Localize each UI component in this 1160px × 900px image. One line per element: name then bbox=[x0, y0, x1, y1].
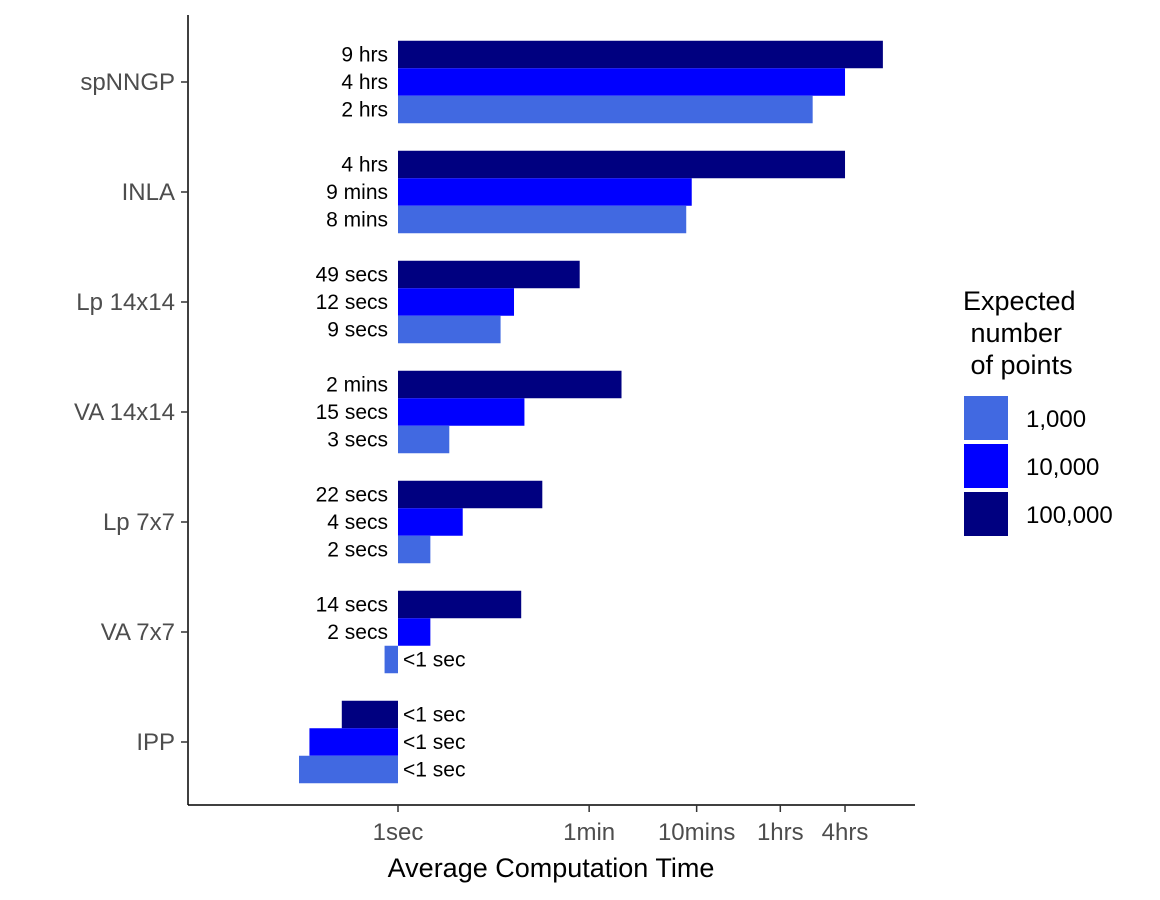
x-tick-label: 10mins bbox=[658, 819, 735, 846]
legend-label: 100,000 bbox=[1026, 502, 1113, 529]
data-label: 22 secs bbox=[316, 484, 388, 507]
legend-key bbox=[962, 394, 1010, 442]
data-label: 2 secs bbox=[327, 539, 388, 562]
x-axis-title: Average Computation Time bbox=[388, 853, 715, 883]
data-label: 4 secs bbox=[327, 511, 388, 534]
data-label: <1 sec bbox=[403, 731, 465, 754]
data-label: 2 mins bbox=[326, 374, 388, 397]
legend-label: 10,000 bbox=[1026, 454, 1099, 481]
bar bbox=[384, 645, 398, 674]
data-label: 49 secs bbox=[316, 264, 388, 287]
bar bbox=[398, 260, 580, 289]
legend-label: 1,000 bbox=[1026, 406, 1086, 433]
y-axis-ticks: spNNGP INLA Lp 14x14 VA 14x14 Lp 7x7 VA 7x7 IP… bbox=[74, 69, 188, 756]
bar bbox=[341, 700, 398, 729]
bar bbox=[299, 755, 398, 784]
legend-title-line: of points bbox=[963, 350, 1073, 380]
bar bbox=[309, 728, 398, 756]
bar bbox=[398, 40, 883, 69]
bar bbox=[398, 178, 692, 206]
data-label: 2 secs bbox=[327, 621, 388, 644]
data-label: 15 secs bbox=[316, 401, 388, 424]
y-tick-label: Lp 7x7 bbox=[103, 509, 175, 536]
data-label: 12 secs bbox=[316, 291, 388, 314]
bar bbox=[398, 95, 813, 124]
data-label: 4 hrs bbox=[341, 154, 388, 177]
data-label: 9 hrs bbox=[341, 44, 388, 67]
y-tick-label: Lp 14x14 bbox=[76, 289, 175, 316]
legend-title-line: number bbox=[963, 318, 1062, 348]
legend-title: Expected number of points bbox=[963, 286, 1076, 380]
y-tick-label: IPP bbox=[136, 729, 175, 756]
bar bbox=[398, 205, 687, 234]
bar bbox=[398, 508, 463, 536]
y-tick-label: spNNGP bbox=[80, 69, 175, 96]
x-axis-ticks: 1sec 1min 10mins 1hrs 4hrs bbox=[373, 805, 869, 846]
y-tick-label: VA 7x7 bbox=[101, 619, 175, 646]
y-tick-label: INLA bbox=[122, 179, 175, 206]
data-label: 9 mins bbox=[326, 181, 388, 204]
bar bbox=[398, 370, 622, 399]
bar bbox=[398, 425, 450, 454]
bar bbox=[398, 68, 846, 96]
data-label: 8 mins bbox=[326, 209, 388, 232]
bar bbox=[398, 398, 525, 426]
bar bbox=[398, 535, 431, 564]
data-label: <1 sec bbox=[403, 704, 465, 727]
legend-title-line: Expected bbox=[963, 286, 1076, 316]
data-label: 4 hrs bbox=[341, 71, 388, 94]
bar bbox=[398, 150, 846, 179]
data-label: 3 secs bbox=[327, 429, 388, 452]
bar bbox=[398, 618, 431, 646]
x-tick-label: 4hrs bbox=[822, 819, 869, 846]
legend: Expected number of points 1,000 10,000 100,… bbox=[962, 286, 1113, 538]
data-label: 9 secs bbox=[327, 319, 388, 342]
data-label: <1 sec bbox=[403, 759, 465, 782]
legend-key bbox=[962, 442, 1010, 490]
bar bbox=[398, 480, 543, 509]
plot-area: 9 hrs 4 hrs 2 hrs 4 hrs 9 mins 8 mins 49 secs 1… bbox=[299, 40, 883, 784]
bar bbox=[398, 288, 515, 316]
x-tick-label: 1sec bbox=[373, 819, 424, 846]
legend-key bbox=[962, 490, 1010, 538]
bar bbox=[398, 590, 522, 619]
y-tick-label: VA 14x14 bbox=[74, 399, 175, 426]
data-label: 2 hrs bbox=[341, 99, 388, 122]
bar bbox=[398, 315, 501, 344]
data-label: 14 secs bbox=[316, 594, 388, 617]
x-tick-label: 1min bbox=[563, 819, 615, 846]
x-tick-label: 1hrs bbox=[757, 819, 804, 846]
data-label: <1 sec bbox=[403, 649, 465, 672]
